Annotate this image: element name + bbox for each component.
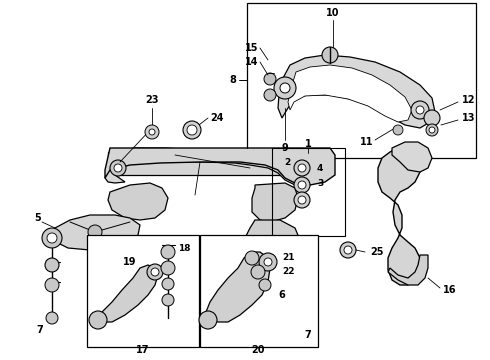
Circle shape bbox=[110, 160, 126, 176]
Text: 8: 8 bbox=[229, 75, 236, 85]
Bar bbox=[200, 235, 318, 347]
Circle shape bbox=[183, 121, 201, 139]
Circle shape bbox=[145, 125, 159, 139]
Bar bbox=[272, 148, 345, 236]
Circle shape bbox=[429, 127, 435, 133]
Circle shape bbox=[264, 73, 276, 85]
Circle shape bbox=[288, 301, 302, 315]
Circle shape bbox=[245, 251, 259, 265]
Text: 17: 17 bbox=[136, 345, 150, 355]
Circle shape bbox=[393, 125, 403, 135]
Circle shape bbox=[199, 311, 217, 329]
Circle shape bbox=[45, 258, 59, 272]
Circle shape bbox=[424, 110, 440, 126]
Polygon shape bbox=[105, 148, 325, 186]
Polygon shape bbox=[96, 265, 158, 322]
Polygon shape bbox=[206, 252, 270, 322]
Circle shape bbox=[298, 196, 306, 204]
Circle shape bbox=[344, 246, 352, 254]
Circle shape bbox=[251, 265, 265, 279]
Text: 24: 24 bbox=[210, 113, 223, 123]
Text: 12: 12 bbox=[462, 95, 475, 105]
Polygon shape bbox=[388, 255, 428, 285]
Circle shape bbox=[411, 101, 429, 119]
Text: 21: 21 bbox=[282, 253, 294, 262]
Text: 1: 1 bbox=[305, 139, 311, 149]
Polygon shape bbox=[244, 268, 298, 308]
Text: 4: 4 bbox=[317, 163, 323, 172]
Text: 9: 9 bbox=[282, 143, 289, 153]
Text: 18: 18 bbox=[178, 243, 191, 252]
Text: 20: 20 bbox=[251, 345, 265, 355]
Circle shape bbox=[89, 311, 107, 329]
Polygon shape bbox=[278, 55, 435, 128]
Bar bbox=[87, 235, 199, 347]
Polygon shape bbox=[245, 220, 300, 272]
Polygon shape bbox=[108, 152, 330, 175]
Polygon shape bbox=[378, 148, 420, 285]
Circle shape bbox=[264, 258, 272, 266]
Text: 25: 25 bbox=[370, 247, 384, 257]
Circle shape bbox=[161, 245, 175, 259]
Circle shape bbox=[187, 125, 197, 135]
Circle shape bbox=[294, 192, 310, 208]
Text: 16: 16 bbox=[443, 285, 457, 295]
Circle shape bbox=[298, 164, 306, 172]
Polygon shape bbox=[392, 142, 432, 172]
Text: 13: 13 bbox=[462, 113, 475, 123]
Circle shape bbox=[264, 89, 276, 101]
Circle shape bbox=[45, 278, 59, 292]
Polygon shape bbox=[252, 183, 298, 222]
Text: 7: 7 bbox=[37, 325, 44, 335]
Polygon shape bbox=[50, 215, 140, 250]
Text: 2: 2 bbox=[284, 158, 290, 166]
Circle shape bbox=[162, 278, 174, 290]
Circle shape bbox=[259, 253, 277, 271]
Circle shape bbox=[42, 228, 62, 248]
Circle shape bbox=[162, 294, 174, 306]
Circle shape bbox=[294, 160, 310, 176]
Circle shape bbox=[88, 225, 102, 239]
Polygon shape bbox=[105, 148, 335, 185]
Text: 3: 3 bbox=[317, 179, 323, 188]
Text: 14: 14 bbox=[245, 57, 258, 67]
Text: 11: 11 bbox=[360, 137, 373, 147]
Bar bbox=[247, 3, 476, 158]
Circle shape bbox=[322, 47, 338, 63]
Circle shape bbox=[259, 279, 271, 291]
Polygon shape bbox=[108, 183, 168, 220]
Circle shape bbox=[46, 312, 58, 324]
Circle shape bbox=[298, 181, 306, 189]
Text: 7: 7 bbox=[305, 330, 311, 340]
Circle shape bbox=[280, 83, 290, 93]
Circle shape bbox=[151, 268, 159, 276]
Circle shape bbox=[114, 164, 122, 172]
Circle shape bbox=[161, 261, 175, 275]
Circle shape bbox=[340, 242, 356, 258]
Circle shape bbox=[416, 106, 424, 114]
Circle shape bbox=[274, 77, 296, 99]
Circle shape bbox=[289, 327, 301, 339]
Text: 19: 19 bbox=[123, 257, 137, 267]
Text: 23: 23 bbox=[145, 95, 159, 105]
Text: 10: 10 bbox=[326, 8, 340, 18]
Circle shape bbox=[147, 264, 163, 280]
Text: 15: 15 bbox=[245, 43, 258, 53]
Circle shape bbox=[149, 129, 155, 135]
Text: 5: 5 bbox=[35, 213, 41, 223]
Circle shape bbox=[47, 233, 57, 243]
Circle shape bbox=[294, 177, 310, 193]
Circle shape bbox=[426, 124, 438, 136]
Text: 22: 22 bbox=[282, 267, 294, 276]
Text: 6: 6 bbox=[279, 290, 285, 300]
Polygon shape bbox=[288, 65, 412, 122]
